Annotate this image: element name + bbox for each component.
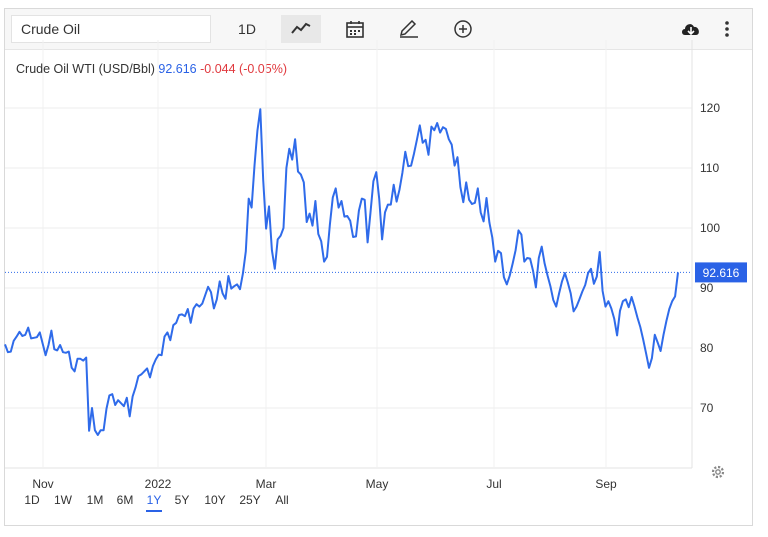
line-chart-icon[interactable] <box>281 15 321 43</box>
last-price: 92.616 <box>158 62 197 76</box>
range-button-1m[interactable]: 1M <box>86 493 104 507</box>
range-button-10y[interactable]: 10Y <box>204 493 226 507</box>
range-button-1d[interactable]: 1D <box>24 493 40 507</box>
y-tick-label: 70 <box>700 401 714 415</box>
x-tick-label: Nov <box>32 477 53 491</box>
y-tick-label: 110 <box>700 161 719 175</box>
plus-circle-icon[interactable] <box>443 15 483 43</box>
instrument-name: Crude Oil WTI (USD/Bbl) <box>16 62 155 76</box>
y-tick-label: 80 <box>700 341 714 355</box>
range-button-all[interactable]: All <box>275 493 289 507</box>
last-price-badge <box>695 262 747 283</box>
x-tick-label: Sep <box>595 477 617 491</box>
quote-header: Crude Oil WTI (USD/Bbl) 92.616 -0.044 (-… <box>16 62 287 76</box>
last-price-label: 92.616 <box>703 266 740 280</box>
calendar-icon[interactable] <box>335 15 375 43</box>
price-change-percent: (-0.05%) <box>239 62 287 76</box>
more-vertical-icon[interactable] <box>713 15 741 43</box>
interval-button[interactable]: 1D <box>238 21 256 37</box>
y-tick-label: 90 <box>700 281 714 295</box>
range-button-25y[interactable]: 25Y <box>239 493 261 507</box>
range-button-6m[interactable]: 6M <box>116 493 134 507</box>
x-tick-label: 2022 <box>145 477 172 491</box>
range-button-1y[interactable]: 1Y <box>146 490 162 512</box>
symbol-search-input[interactable]: Crude Oil <box>11 15 211 43</box>
pencil-icon[interactable] <box>389 15 429 43</box>
y-tick-label: 100 <box>700 221 720 235</box>
gear-icon[interactable] <box>710 464 726 485</box>
chart-widget: Crude Oil 1D <box>4 8 753 526</box>
x-tick-label: May <box>366 477 389 491</box>
cloud-download-icon[interactable] <box>675 15 707 43</box>
x-tick-label: Jul <box>486 477 501 491</box>
price-change: -0.044 <box>200 62 236 76</box>
range-button-1w[interactable]: 1W <box>54 493 72 507</box>
price-series-line <box>4 108 679 436</box>
x-tick-label: Mar <box>256 477 277 491</box>
range-button-5y[interactable]: 5Y <box>174 493 190 507</box>
y-tick-label: 120 <box>700 101 720 115</box>
chart-toolbar: Crude Oil 1D <box>5 9 752 50</box>
